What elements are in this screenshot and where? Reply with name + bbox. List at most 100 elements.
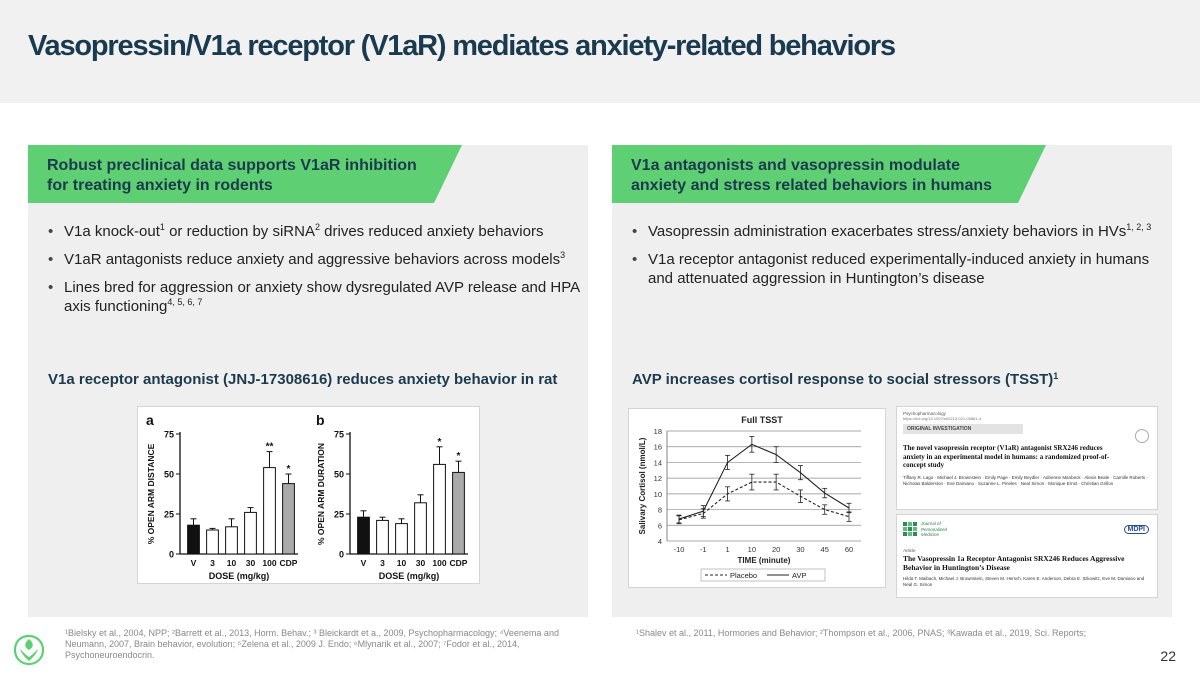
x-tick-label: 60 [845,545,853,554]
y-tick-label: 75 [334,430,344,440]
x-axis-label: TIME (minute) [738,556,791,565]
paper2-type: Article [903,548,916,553]
x-tick-label: V [361,558,367,568]
bar [206,529,219,555]
bar [414,502,427,555]
paper-thumbnail-2: Journal of Personalized Medicine MDPI Ar… [896,514,1158,598]
y-tick-label: 4 [658,537,662,546]
y-tick-label: 6 [658,521,662,530]
bar [187,524,200,555]
paper1-title: The novel vasopressin receptor (V1aR) an… [903,444,1110,469]
page-number: 22 [1160,648,1176,664]
bar [357,516,370,555]
bar [452,471,465,555]
left-panel: Robust preclinical data supports V1aR in… [28,145,588,617]
significance-label: * [287,464,291,475]
bar [433,463,446,555]
series-line [678,443,850,520]
x-axis-label: DOSE (mg/kg) [209,571,270,581]
x-tick-label: 30 [246,558,256,568]
y-tick-label: 18 [654,427,662,436]
paper2-authors: Hilda T. Maibach, Michael J. Brownstein,… [903,576,1145,587]
bar [244,511,257,555]
x-tick-label: CDP [280,558,298,568]
line-chart-svg: Full TSST 4 6 8 10 12 14 16 18 Salivary Cortisol … [638,415,861,582]
y-tick-label: 0 [339,550,344,560]
y-tick-label: 25 [334,510,344,520]
bar [225,526,238,555]
right-banner: V1a antagonists and vasopressin modulate… [612,145,1046,203]
left-footnote: ¹Bielsky et al., 2004, NPP; ²Barrett et … [65,628,559,660]
paper1-doi: https://doi.org/10.1007/s00213-021-05861… [903,416,982,421]
y-axis-label: % OPEN ARM DURATION [316,443,326,545]
x-tick-label: 3 [380,558,385,568]
left-banner-text: Robust preclinical data supports V1aR in… [47,157,417,194]
x-tick-label: 10 [397,558,407,568]
x-tick-label: CDP [450,558,468,568]
x-tick-label: 100 [262,558,276,568]
right-banner-text: V1a antagonists and vasopressin modulate… [631,157,993,194]
y-axis-label: % OPEN ARM DISTANCE [146,443,156,544]
list-item: Vasopressin administration exacerbates s… [632,222,1172,241]
panel-label: b [316,412,325,428]
y-tick-label: 12 [654,474,662,483]
paper1-authors: Tiffany R. Lago · Michael J. Brownstein … [903,474,1148,486]
y-tick-label: 0 [169,550,174,560]
significance-label: * [438,437,442,448]
y-tick-label: 50 [334,470,344,480]
x-tick-label: -10 [674,545,685,554]
mdpi-logo: MDPI [1123,525,1149,534]
right-chart-title: AVP increases cortisol response to socia… [632,371,1059,388]
left-chart-title: V1a receptor antagonist (JNJ-17308616) r… [48,371,558,388]
y-tick-label: 50 [164,470,174,480]
list-item: Lines bred for aggression or anxiety sho… [48,278,588,316]
cortisol-line-chart: Full TSST 4 6 8 10 12 14 16 18 Salivary Cortisol … [628,408,886,588]
journal-logo-icon [903,522,917,536]
right-footnote: ¹Shalev et al., 2011, Hormones and Behav… [636,628,1087,638]
x-tick-label: 3 [210,558,215,568]
journal-name: Journal of Personalized Medicine [921,521,948,537]
list-item: V1a receptor antagonist reduced experime… [632,250,1172,288]
company-logo-icon [13,634,45,666]
list-item: V1a knock-out1 or reduction by siRNA2 dr… [48,222,588,241]
significance-label: * [457,451,461,462]
x-tick-label: 45 [821,545,829,554]
paper2-title: The Vasopressin 1a Receptor Antagonist S… [903,554,1125,572]
crossmark-icon [1135,429,1149,443]
panel-label: a [146,412,154,428]
legend-box [700,568,826,582]
x-tick-label: V [191,558,197,568]
x-tick-label: -1 [700,545,707,554]
left-banner: Robust preclinical data supports V1aR in… [28,145,462,203]
x-tick-label: 100 [432,558,446,568]
left-bullet-list: V1a knock-out1 or reduction by siRNA2 dr… [48,222,588,325]
chart-title: Full TSST [741,415,783,425]
x-tick-label: 1 [725,545,729,554]
bar [263,467,276,555]
legend-label: AVP [792,571,806,580]
x-tick-label: 30 [416,558,426,568]
x-tick-label: 10 [748,545,756,554]
slide-title: Vasopressin/V1a receptor (V1aR) mediates… [28,30,896,62]
x-tick-label: 20 [772,545,780,554]
bar [282,483,295,555]
y-axis-label: Salivary Cortisol (nmol/L) [638,437,647,534]
paper1-section: ORIGINAL INVESTIGATION [903,424,1023,434]
y-tick-label: 8 [658,506,662,515]
rat-bar-charts: a 0 25 50 75% OPEN ARM DISTANCE V 3 10 30 ** 100 * C… [137,406,480,584]
y-tick-label: 75 [164,430,174,440]
legend-label: Placebo [730,571,757,580]
significance-label: ** [266,442,274,453]
paper1-journal: Psychopharmacology [903,411,947,416]
bar [395,523,408,555]
x-tick-label: 10 [227,558,237,568]
y-tick-label: 10 [654,490,662,499]
title-bar [0,0,1200,103]
y-tick-label: 14 [654,458,662,467]
x-tick-label: 30 [796,545,804,554]
list-item: V1aR antagonists reduce anxiety and aggr… [48,250,588,269]
y-tick-label: 25 [164,510,174,520]
right-bullet-list: Vasopressin administration exacerbates s… [632,222,1172,297]
